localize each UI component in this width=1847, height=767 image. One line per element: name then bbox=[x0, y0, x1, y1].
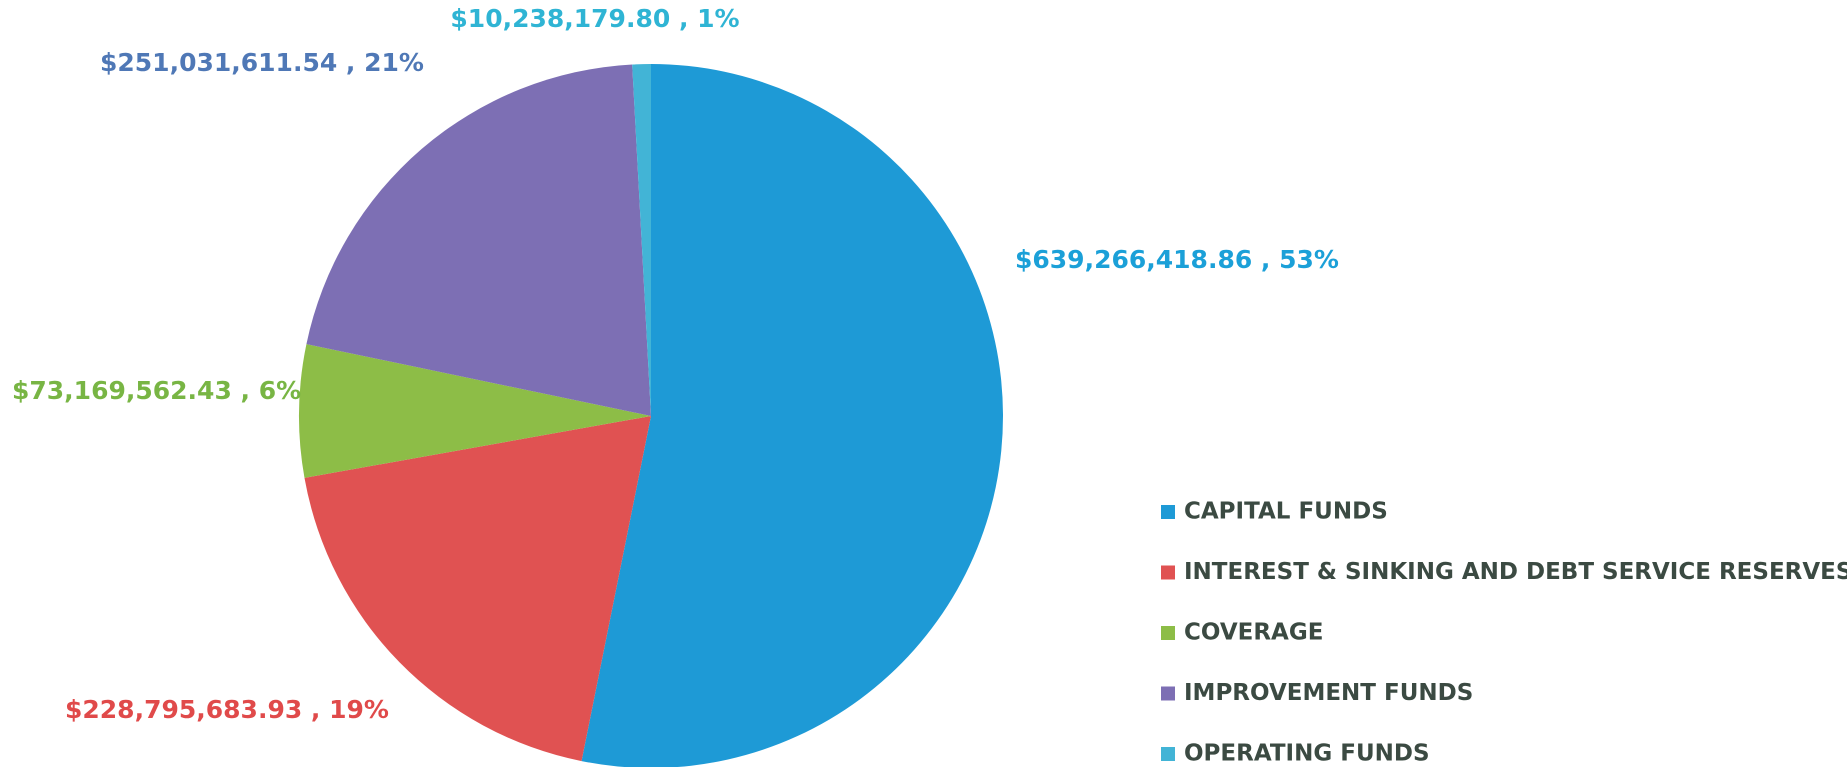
legend-label: COVERAGE bbox=[1184, 620, 1323, 646]
legend-label: CAPITAL FUNDS bbox=[1184, 499, 1388, 525]
data-label: $10,238,179.80 , 1% bbox=[450, 4, 739, 33]
legend-label: IMPROVEMENT FUNDS bbox=[1184, 680, 1473, 706]
legend-swatch bbox=[1161, 626, 1175, 640]
pie-slice bbox=[304, 416, 651, 762]
data-label: $73,169,562.43 , 6% bbox=[12, 376, 301, 405]
data-label: $228,795,683.93 , 19% bbox=[65, 695, 389, 724]
legend-swatch bbox=[1161, 505, 1175, 519]
data-label: $251,031,611.54 , 21% bbox=[100, 48, 424, 77]
legend-swatch bbox=[1161, 565, 1175, 580]
legend-label: INTEREST & SINKING AND DEBT SERVICE RESE… bbox=[1184, 559, 1847, 585]
legend-swatch bbox=[1161, 686, 1175, 701]
pie-slice bbox=[306, 64, 651, 417]
pie-slice bbox=[581, 64, 1003, 767]
pie-slice bbox=[632, 64, 651, 416]
pie-slice bbox=[299, 344, 651, 478]
legend-label: OPERATING FUNDS bbox=[1184, 741, 1430, 767]
legend-swatch bbox=[1161, 747, 1175, 761]
data-label: $639,266,418.86 , 53% bbox=[1015, 245, 1339, 274]
